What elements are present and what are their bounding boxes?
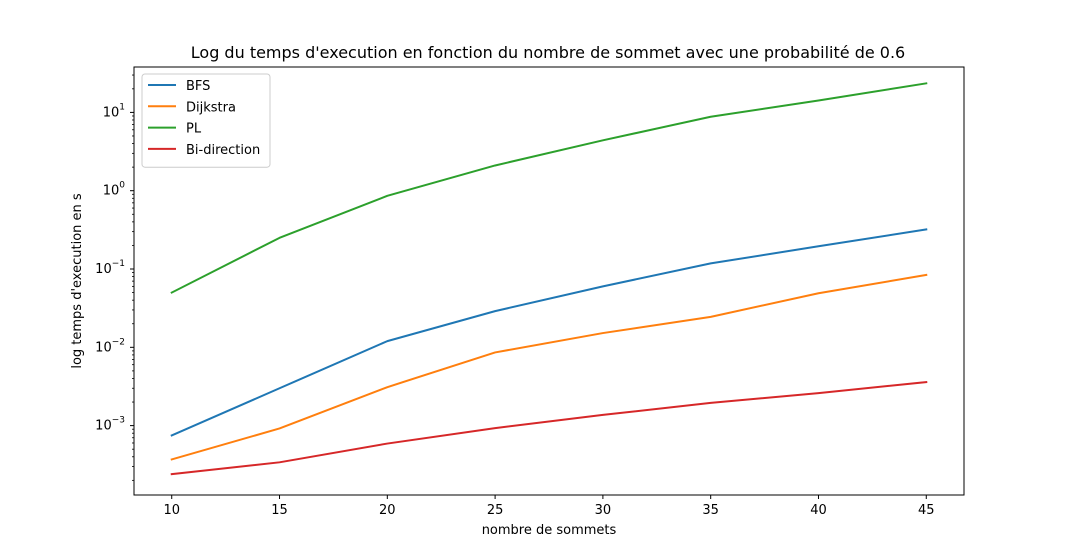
- y-tick-label: 101: [103, 102, 125, 120]
- legend: BFS Dijkstra PL Bi-direction: [141, 73, 271, 168]
- x-tick-label: 25: [487, 503, 504, 518]
- series-line-bfs: [170, 228, 928, 437]
- y-tick-label: 10−3: [95, 416, 125, 434]
- legend-label: Bi-direction: [186, 143, 260, 158]
- y-axis-label: log temps d'execution en s: [70, 193, 85, 369]
- legend-label: BFS: [186, 79, 210, 94]
- y-tick-label: 10−1: [95, 259, 125, 277]
- x-axis: 10 15 20 25 30 35 40 45: [163, 495, 935, 518]
- series-lines: [170, 82, 928, 476]
- x-tick-label: 10: [163, 503, 180, 518]
- series-line-pl: [170, 82, 928, 294]
- y-axis: 10−3 10−2 10−1 100 101: [95, 74, 134, 481]
- legend-box: [141, 73, 271, 168]
- x-tick-label: 30: [595, 503, 612, 518]
- x-tick-label: 35: [702, 503, 719, 518]
- x-axis-label: nombre de sommets: [482, 523, 617, 538]
- x-tick-label: 40: [810, 503, 827, 518]
- series-line-dijkstra: [170, 273, 928, 461]
- x-tick-label: 20: [379, 503, 396, 518]
- x-tick-label: 15: [271, 503, 288, 518]
- legend-label: Dijkstra: [186, 100, 236, 115]
- x-tick-label: 45: [918, 503, 935, 518]
- chart-title: Log du temps d'execution en fonction du …: [191, 43, 905, 62]
- series-line-bi-direction: [170, 380, 928, 476]
- y-tick-label: 100: [103, 181, 126, 199]
- y-tick-label: 10−2: [95, 337, 125, 355]
- legend-label: PL: [186, 122, 202, 137]
